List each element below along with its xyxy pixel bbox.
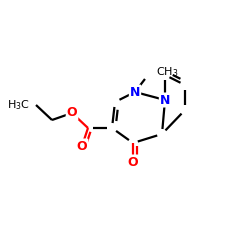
Text: O: O	[128, 156, 138, 168]
Text: CH$_3$: CH$_3$	[156, 65, 178, 79]
Text: N: N	[160, 94, 170, 106]
Text: O: O	[67, 106, 77, 120]
Text: H$_3$C: H$_3$C	[7, 98, 30, 112]
Text: O: O	[77, 140, 87, 152]
Text: N: N	[130, 86, 140, 98]
